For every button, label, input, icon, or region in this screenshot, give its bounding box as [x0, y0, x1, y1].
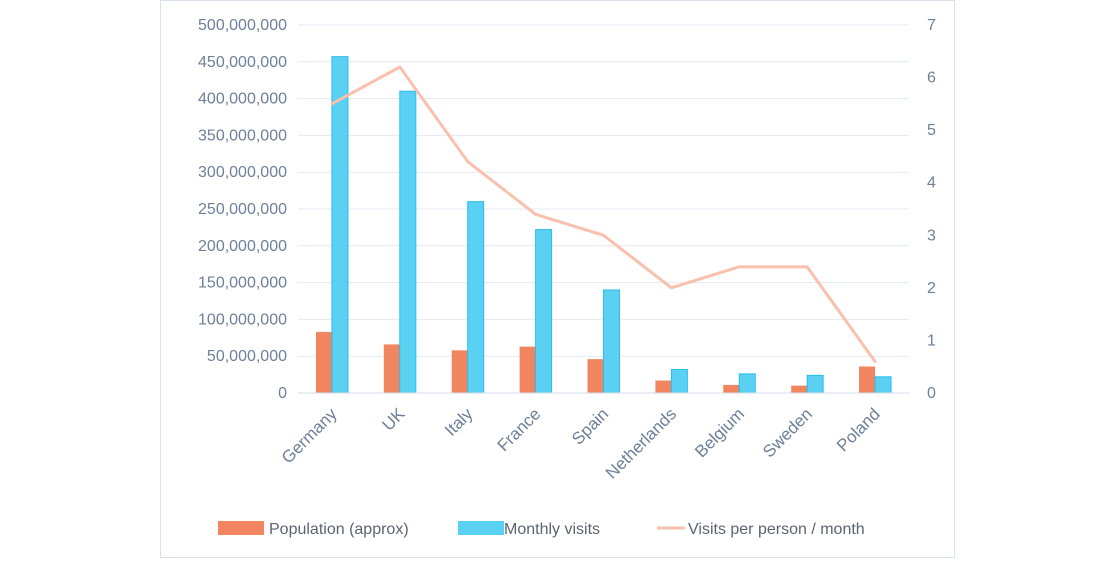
legend-monthly-visits-swatch: [458, 521, 504, 535]
line-visits-per-person: [330, 65, 877, 363]
bar-monthly-visits: [738, 373, 756, 394]
y-left-tick-label: 250,000,000: [198, 201, 287, 218]
y-left-tick-label: 450,000,000: [198, 54, 287, 71]
y-right-tick-label: 2: [927, 280, 936, 297]
y-left-tick-label: 50,000,000: [207, 348, 287, 365]
y-left-tick-label: 500,000,000: [198, 17, 287, 34]
y-left-tick-label: 150,000,000: [198, 275, 287, 292]
y-right-tick-label: 0: [927, 385, 936, 402]
y-right-tick-label: 6: [927, 70, 936, 87]
y-left-tick-label: 100,000,000: [198, 311, 287, 328]
x-tick-label: Italy: [441, 404, 477, 440]
chart-frame: 0 50,000,000 100,000,000 150,000,000 200,000…: [160, 0, 955, 558]
x-tick-label: UK: [379, 404, 410, 435]
bar-monthly-visits: [467, 201, 485, 394]
bar-monthly-visits: [806, 374, 824, 394]
bar-monthly-visits: [670, 368, 688, 394]
bar-population: [383, 344, 400, 393]
x-tick-label: Poland: [833, 404, 884, 455]
x-tick-label: Belgium: [691, 404, 748, 461]
x-tick-label: Germany: [278, 404, 341, 467]
y-right-tick-label: 7: [927, 17, 936, 34]
y-left-tick-label: 200,000,000: [198, 238, 287, 255]
bar-population: [791, 385, 808, 393]
x-tick-label: Sweden: [759, 404, 816, 461]
bar-monthly-visits: [603, 289, 620, 394]
bar-population: [519, 346, 536, 393]
x-tick-label: Spain: [568, 404, 612, 448]
bar-monthly-visits: [331, 56, 349, 394]
bar-population: [587, 359, 604, 393]
combo-chart: 0 50,000,000 100,000,000 150,000,000 200,000…: [198, 17, 936, 538]
legend-population-swatch: [218, 521, 264, 535]
x-tick-label: France: [494, 404, 545, 455]
y-left-tick-label: 400,000,000: [198, 91, 287, 108]
x-tick-label: Netherlands: [602, 404, 680, 482]
bar-monthly-visits: [535, 229, 553, 394]
legend-monthly-visits-label: Monthly visits: [504, 521, 600, 538]
y-left-tick-label: 0: [278, 385, 287, 402]
legend-population-label: Population (approx): [269, 521, 409, 538]
bar-population: [723, 384, 740, 393]
y-left-tick-label: 350,000,000: [198, 127, 287, 144]
bar-monthly-visits: [874, 376, 892, 394]
y-right-tick-label: 3: [927, 227, 936, 244]
bar-monthly-visits: [399, 90, 417, 394]
y-right-tick-label: 1: [927, 332, 936, 349]
legend-visits-per-person-label: Visits per person / month: [688, 521, 865, 538]
bar-population: [655, 380, 672, 393]
y-right-tick-label: 5: [927, 122, 936, 139]
y-right-tick-label: 4: [927, 175, 936, 192]
y-left-tick-label: 300,000,000: [198, 164, 287, 181]
bar-population: [859, 366, 876, 393]
bar-population: [451, 350, 468, 393]
bar-population: [315, 331, 332, 393]
